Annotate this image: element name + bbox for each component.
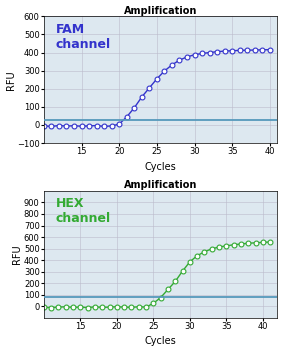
Y-axis label: RFU: RFU (6, 70, 16, 89)
Title: Amplification: Amplification (124, 6, 197, 15)
X-axis label: Cycles: Cycles (145, 337, 177, 346)
X-axis label: Cycles: Cycles (145, 162, 177, 172)
Text: FAM
channel: FAM channel (55, 23, 111, 51)
Text: HEX
channel: HEX channel (55, 197, 111, 225)
Title: Amplification: Amplification (124, 180, 197, 190)
Y-axis label: RFU: RFU (12, 245, 22, 264)
